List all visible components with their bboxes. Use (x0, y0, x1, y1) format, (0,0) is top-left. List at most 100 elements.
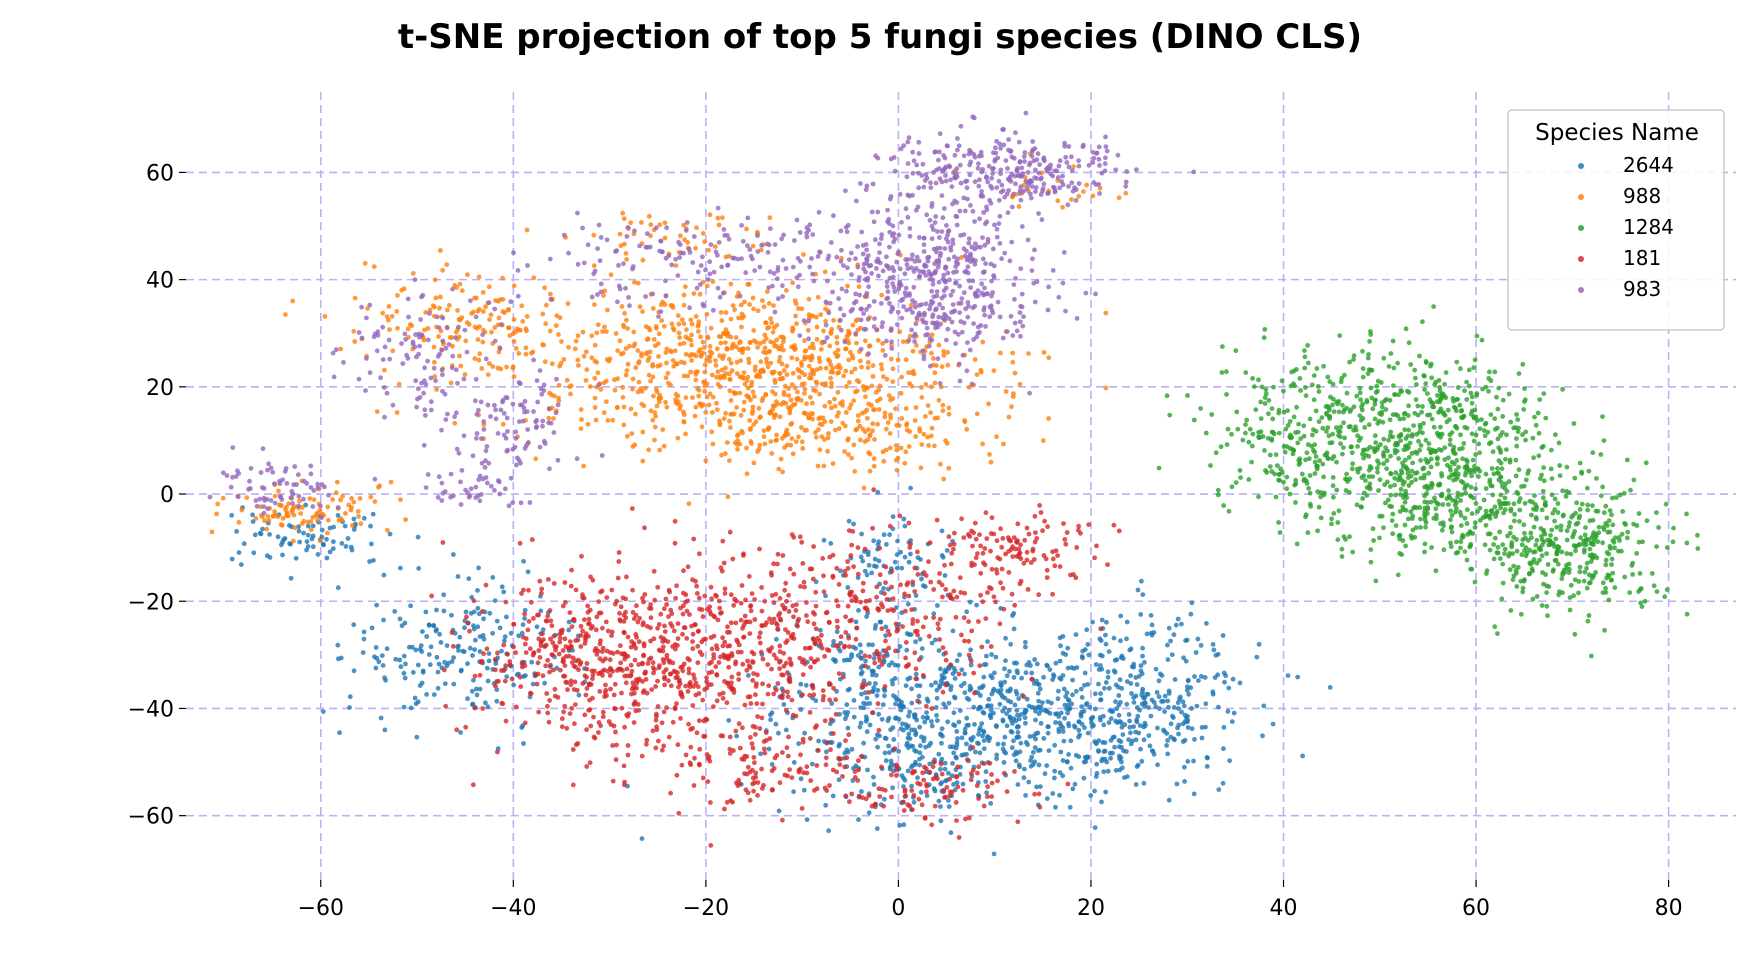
data-point (855, 418, 861, 424)
data-point (1504, 488, 1510, 494)
data-point (915, 775, 920, 781)
data-point (229, 512, 235, 518)
data-point (874, 693, 880, 698)
data-point (856, 817, 861, 822)
data-point (894, 467, 900, 473)
data-point (1412, 367, 1418, 373)
data-point (440, 540, 446, 545)
data-point (1578, 535, 1583, 541)
data-point (1528, 530, 1534, 536)
data-point (319, 527, 325, 533)
data-point (1422, 499, 1428, 505)
data-point (1408, 509, 1414, 515)
data-point (1395, 413, 1401, 418)
data-point (1269, 469, 1275, 474)
data-point (1329, 456, 1335, 462)
data-point (1196, 678, 1201, 683)
data-point (1503, 500, 1509, 506)
data-point (747, 694, 753, 700)
data-point (694, 591, 700, 596)
data-point (288, 575, 294, 581)
data-point (1168, 638, 1173, 644)
data-point (991, 851, 997, 857)
data-point (1026, 703, 1032, 709)
data-point (986, 696, 992, 702)
data-point (1671, 525, 1676, 531)
data-point (1582, 532, 1588, 538)
data-point (1082, 754, 1088, 760)
data-point (928, 433, 934, 439)
data-point (836, 743, 842, 749)
data-point (819, 422, 825, 428)
data-point (1215, 651, 1221, 657)
data-point (728, 316, 734, 322)
data-point (1594, 476, 1599, 481)
data-point (1189, 726, 1195, 732)
data-point (942, 766, 948, 772)
data-point (1210, 642, 1216, 647)
data-point (546, 415, 552, 421)
data-point (1493, 514, 1499, 519)
data-point (1060, 758, 1066, 763)
data-point (643, 385, 648, 391)
data-point (275, 534, 281, 540)
data-point (823, 593, 828, 599)
data-point (1013, 688, 1019, 694)
data-point (1684, 511, 1689, 517)
data-point (802, 348, 808, 354)
data-point (1085, 642, 1091, 647)
data-point (799, 439, 805, 445)
data-point (251, 550, 257, 556)
data-point (1314, 366, 1320, 371)
data-point (481, 327, 486, 333)
data-point (1522, 386, 1527, 391)
data-point (1455, 549, 1461, 555)
data-point (275, 514, 281, 520)
data-point (677, 335, 682, 340)
data-point (1224, 369, 1229, 375)
data-point (1408, 362, 1414, 367)
data-point (1165, 738, 1170, 743)
data-point (602, 694, 607, 699)
data-point (1556, 592, 1562, 598)
data-point (703, 458, 709, 464)
data-point (678, 359, 684, 365)
data-point (1428, 456, 1434, 462)
data-point (789, 355, 795, 361)
data-point (804, 401, 809, 407)
data-point (1337, 333, 1343, 338)
data-point (763, 730, 769, 735)
data-point (734, 371, 740, 376)
data-point (1476, 474, 1481, 479)
data-point (1341, 420, 1346, 426)
data-point (1108, 716, 1114, 721)
data-point (351, 622, 357, 628)
data-point (1022, 715, 1028, 721)
data-point (816, 738, 821, 744)
data-point (902, 460, 908, 466)
data-point (1431, 304, 1436, 309)
data-point (802, 372, 808, 378)
data-point (871, 456, 877, 462)
data-point (325, 530, 330, 536)
data-point (1034, 678, 1039, 684)
data-point (882, 688, 888, 693)
data-point (1502, 546, 1508, 552)
data-point (681, 321, 687, 326)
data-point (887, 750, 892, 755)
data-point (1670, 539, 1676, 545)
data-point (537, 578, 543, 584)
data-point (904, 740, 910, 746)
data-point (1366, 467, 1372, 473)
data-point (1534, 537, 1540, 543)
data-point (1564, 551, 1570, 556)
data-point (1485, 531, 1491, 537)
data-point (372, 654, 377, 660)
data-point (705, 334, 710, 340)
data-point (521, 741, 526, 746)
data-point (695, 323, 701, 329)
data-point (774, 636, 779, 642)
data-point (444, 643, 450, 648)
data-point (529, 659, 535, 665)
data-point (714, 346, 720, 352)
